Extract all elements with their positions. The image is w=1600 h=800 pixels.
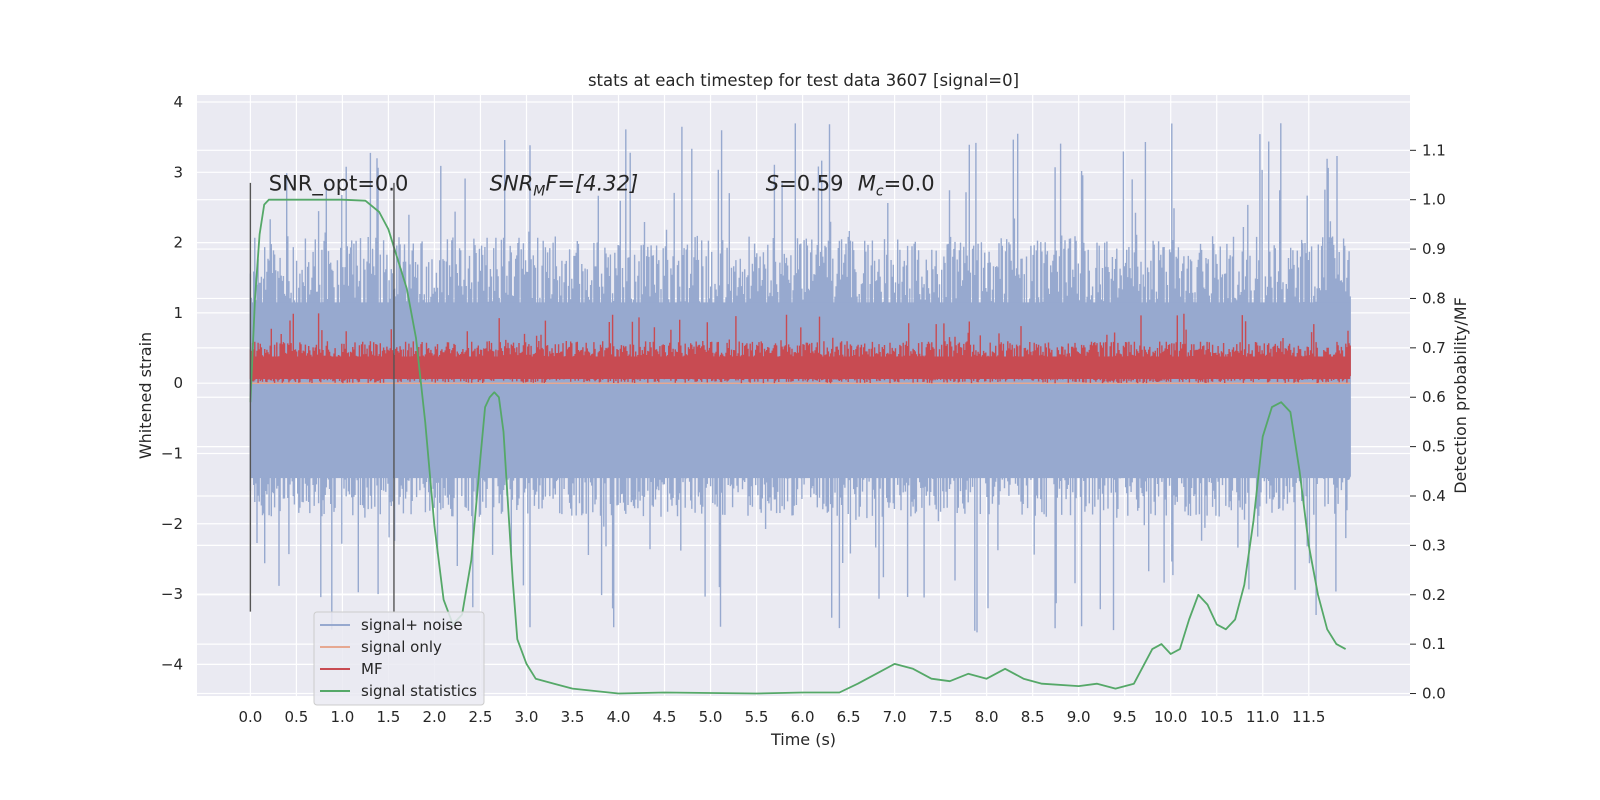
- ticks: 0.0 0.5 1.0 1.5 2.0 2.5 3.0 3.5 4.0 4.5 5.0 5.5 6.0 6…: [161, 93, 1446, 726]
- x-tick-label: 8.0: [975, 708, 999, 726]
- y2-tick-label: 0.7: [1422, 339, 1446, 357]
- y-axis-label: Whitened strain: [136, 332, 155, 459]
- y-tick-label: −2: [161, 515, 183, 533]
- x-tick-label: 11.0: [1246, 708, 1279, 726]
- y2-tick-label: 0.0: [1422, 685, 1446, 703]
- x-tick-label: 3.5: [561, 708, 585, 726]
- x-tick-label: 4.5: [653, 708, 677, 726]
- annotation-mc-sub: c: [876, 184, 884, 200]
- annotation-mc: Mc=0.0: [858, 172, 935, 200]
- x-tick-label: 11.5: [1292, 708, 1325, 726]
- annotation-s-value: =0.59: [779, 172, 843, 196]
- y2-tick-label: 0.8: [1422, 289, 1446, 307]
- x-tick-label: 1.0: [330, 708, 354, 726]
- x-tick-label: 4.0: [607, 708, 631, 726]
- y-tick-label: 3: [173, 163, 183, 181]
- y-tick-label: −1: [161, 444, 183, 462]
- y2-tick-label: 1.0: [1422, 191, 1446, 209]
- x-tick-label: 8.5: [1021, 708, 1045, 726]
- y2-tick-label: 0.5: [1422, 438, 1446, 456]
- annotation-s-label: S: [766, 172, 779, 196]
- annotation-snr-mf-sub: M: [533, 184, 545, 200]
- y-tick-label: 4: [173, 93, 183, 111]
- x-tick-label: 2.5: [469, 708, 493, 726]
- y2-tick-label: 0.4: [1422, 487, 1446, 505]
- y-tick-label: 1: [173, 304, 183, 322]
- x-tick-label: 6.5: [837, 708, 861, 726]
- legend-label-signal-noise: signal+ noise: [361, 616, 463, 634]
- x-tick-label: 10.0: [1154, 708, 1187, 726]
- y2-tick-label: 0.1: [1422, 635, 1446, 653]
- legend-label-mf: MF: [361, 660, 383, 678]
- x-tick-label: 0.5: [284, 708, 308, 726]
- series-mf-core: [250, 356, 1351, 379]
- annotation-mc-value: =0.0: [884, 172, 935, 196]
- x-tick-label: 10.5: [1200, 708, 1233, 726]
- y2-tick-label: 0.9: [1422, 240, 1446, 258]
- series: [249, 123, 1351, 695]
- x-tick-label: 1.5: [376, 708, 400, 726]
- y2-tick-label: 0.3: [1422, 536, 1446, 554]
- y2-axis-label: Detection probability/MF: [1451, 297, 1470, 494]
- legend: signal+ noise signal only MF signal stat…: [313, 611, 485, 706]
- annotation-snr-mf: SNRMF=[4.32]: [490, 172, 639, 200]
- y-tick-label: −4: [161, 655, 183, 673]
- y2-tick-label: 0.2: [1422, 586, 1446, 604]
- legend-label-signal-statistics: signal statistics: [361, 682, 477, 700]
- y-tick-label: 2: [173, 234, 183, 252]
- annotation-snr-mf-base: SNR: [490, 172, 534, 196]
- x-tick-label: 0.0: [238, 708, 262, 726]
- x-tick-label: 6.0: [791, 708, 815, 726]
- x-tick-label: 5.0: [699, 708, 723, 726]
- legend-box: [313, 611, 485, 706]
- y2-tick-label: 0.6: [1422, 388, 1446, 406]
- x-axis-label: Time (s): [770, 730, 836, 749]
- series-signal-statistics: [249, 198, 1347, 695]
- annotation-mc-base: M: [858, 172, 876, 196]
- x-tick-label: 2.0: [423, 708, 447, 726]
- legend-label-signal-only: signal only: [361, 638, 442, 656]
- x-tick-label: 7.5: [929, 708, 953, 726]
- vertical-markers: [249, 182, 395, 612]
- x-tick-label: 9.0: [1067, 708, 1091, 726]
- annotation-s: S=0.59: [766, 172, 844, 196]
- annotation-snr-mf-f: F=[4.32]: [545, 172, 638, 196]
- y-tick-label: 0: [173, 374, 183, 392]
- chart-title: stats at each timestep for test data 360…: [588, 71, 1019, 90]
- x-tick-label: 7.0: [883, 708, 907, 726]
- y-tick-label: −3: [161, 585, 183, 603]
- x-tick-label: 5.5: [745, 708, 769, 726]
- y2-tick-label: 1.1: [1422, 141, 1446, 159]
- x-tick-label: 9.5: [1113, 708, 1137, 726]
- annotation-snr-opt: SNR_opt=0.0: [269, 172, 409, 197]
- x-tick-label: 3.0: [515, 708, 539, 726]
